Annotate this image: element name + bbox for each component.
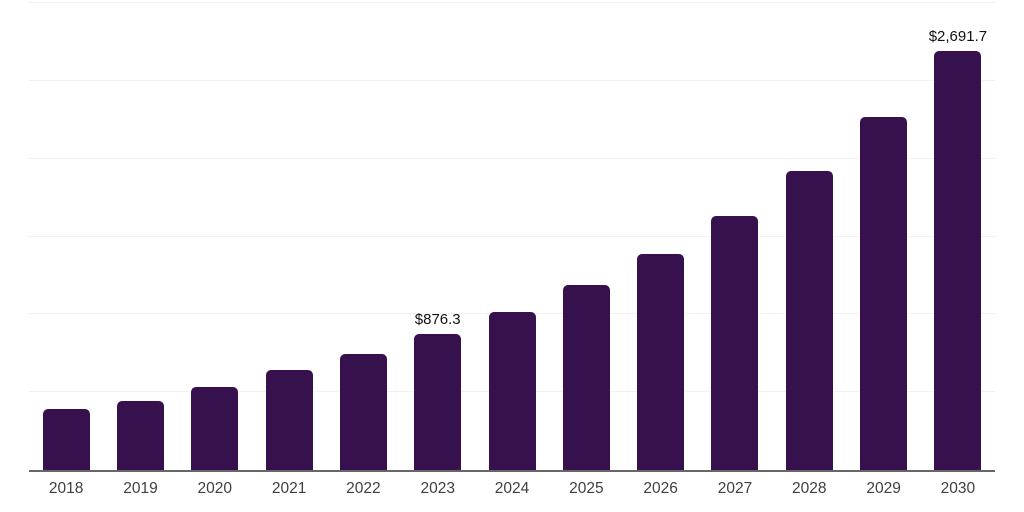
bar-2026 [637,253,685,470]
bar-2024 [488,311,536,470]
bar-2028 [785,170,833,470]
gridline [29,157,995,159]
gridline [29,79,995,81]
bar-slot-2026 [624,3,698,470]
bar-slot-2027 [698,3,772,470]
bars-row: $876.3 $2,691.7 [29,3,995,470]
x-tick-label-2029: 2029 [866,480,901,497]
x-tick-label-2030: 2030 [940,480,976,497]
bar-2019 [116,401,164,470]
bar-slot-2024 [475,3,549,470]
bar-slot-2018 [29,3,103,470]
gridline [29,2,995,3]
bar-slot-2022 [326,3,400,470]
x-tick-label-2028: 2028 [792,480,827,497]
data-label-2023: $876.3 [414,310,461,328]
x-tick-label-2019: 2019 [123,480,158,497]
gridline [29,235,995,237]
x-tick-label-2021: 2021 [271,480,307,497]
bar-slot-2023: $876.3 [401,3,475,470]
bar-2030 [934,51,982,470]
x-tick-label-2026: 2026 [643,480,678,497]
bar-2022 [339,353,387,470]
plot-area: $876.3 $2,691.7 [29,2,995,472]
x-tick-label-2025: 2025 [569,480,604,497]
bar-2020 [191,386,239,470]
bar-2029 [860,116,908,470]
bar-slot-2020 [178,3,252,470]
bar-slot-2019 [103,3,177,470]
bar-2025 [562,284,610,470]
bar-slot-2030: $2,691.7 [921,3,995,470]
bar-2027 [711,216,759,470]
bar-slot-2021 [252,3,326,470]
data-label-2030: $2,691.7 [928,28,988,45]
x-tick-label-2023: 2023 [420,480,455,497]
bar-slot-2025 [549,3,623,470]
bar-2018 [42,409,90,470]
x-axis: 2018 2019 2020 2021 2022 2023 2024 2025 2026 2027… [29,480,995,498]
x-tick-label-2022: 2022 [346,480,381,497]
x-tick-label-2018: 2018 [48,480,84,497]
bar-slot-2028 [772,3,846,470]
bar-2023 [414,333,462,470]
x-tick-label-2024: 2024 [494,480,530,497]
x-tick-label-2020: 2020 [197,480,233,497]
x-tick-label-2027: 2027 [717,480,753,497]
bar-2021 [265,369,313,470]
bar-slot-2029 [846,3,920,470]
